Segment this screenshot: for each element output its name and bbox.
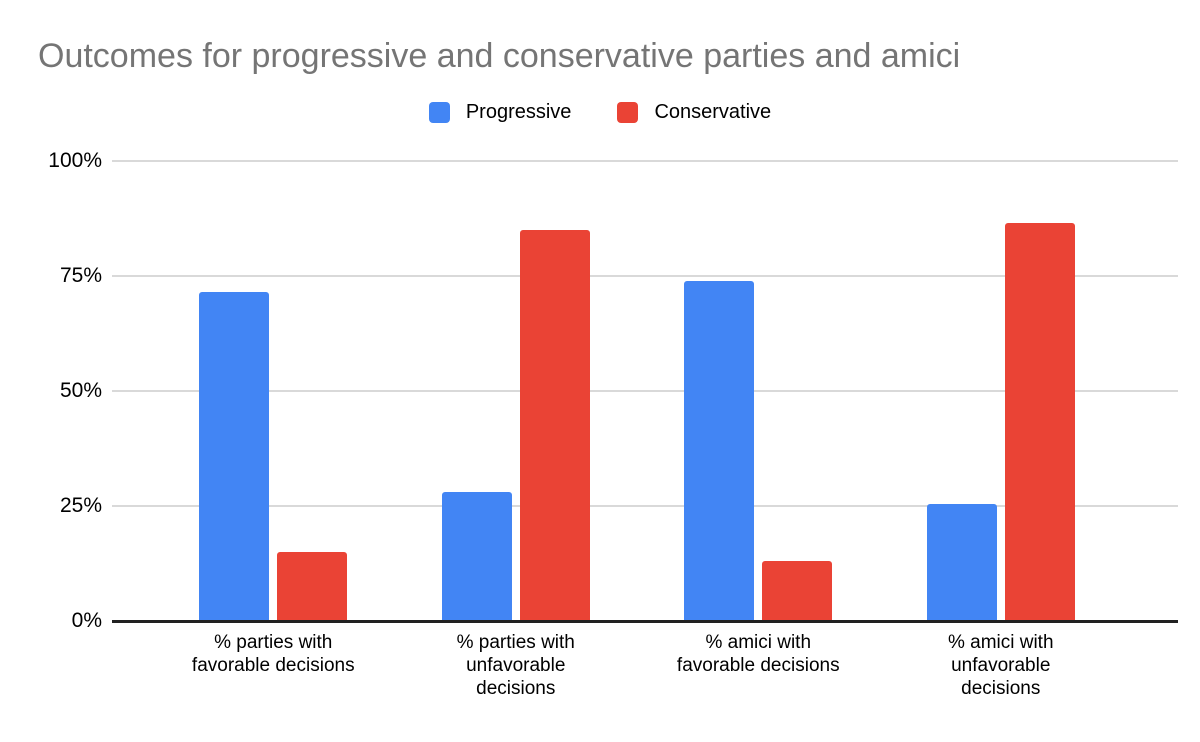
bar-progressive xyxy=(441,492,512,621)
y-tick-label: 75% xyxy=(59,264,102,287)
y-tick-label: 100% xyxy=(48,149,102,172)
legend-label: Progressive xyxy=(465,101,572,123)
plot-area: 100% 75% 50% 25% 0% xyxy=(48,150,1178,632)
bar-progressive xyxy=(684,280,755,621)
gridline-75 xyxy=(112,275,1178,277)
x-axis-line xyxy=(112,620,1178,623)
bar-conservative xyxy=(1004,223,1075,621)
legend-label: Conservative xyxy=(654,101,772,123)
x-axis-labels: % parties with favorable decisions % part… xyxy=(152,631,1122,700)
legend: Progressive Conservative xyxy=(0,101,1200,124)
x-axis-label: % amici with unfavorable decisions xyxy=(947,632,1054,699)
legend-item-progressive: Progressive xyxy=(428,101,572,124)
bar-group xyxy=(880,161,1123,621)
gridline-50 xyxy=(112,390,1178,392)
x-axis-label: % parties with favorable decisions xyxy=(191,632,355,676)
bar-group xyxy=(637,161,880,621)
legend-swatch-conservative xyxy=(617,102,639,123)
bar-group xyxy=(395,161,638,621)
y-tick-label: 50% xyxy=(59,379,102,402)
bar-progressive xyxy=(926,503,997,621)
bar-conservative xyxy=(762,561,833,621)
x-axis-label: % amici with favorable decisions xyxy=(676,632,840,676)
bar-groups xyxy=(152,161,1122,621)
legend-swatch-progressive xyxy=(428,102,450,123)
legend-item-conservative: Conservative xyxy=(617,101,771,124)
y-tick-label: 25% xyxy=(59,494,102,517)
chart-title: Outcomes for progressive and conservativ… xyxy=(38,37,961,75)
y-tick-label: 0% xyxy=(71,609,102,632)
x-axis-label: % parties with unfavorable decisions xyxy=(456,632,575,699)
bar-conservative xyxy=(519,230,590,621)
gridline-25 xyxy=(112,505,1178,507)
bar-progressive xyxy=(199,292,270,621)
gridline-100 xyxy=(112,160,1178,162)
bar-conservative xyxy=(277,552,348,621)
bar-group xyxy=(152,161,395,621)
